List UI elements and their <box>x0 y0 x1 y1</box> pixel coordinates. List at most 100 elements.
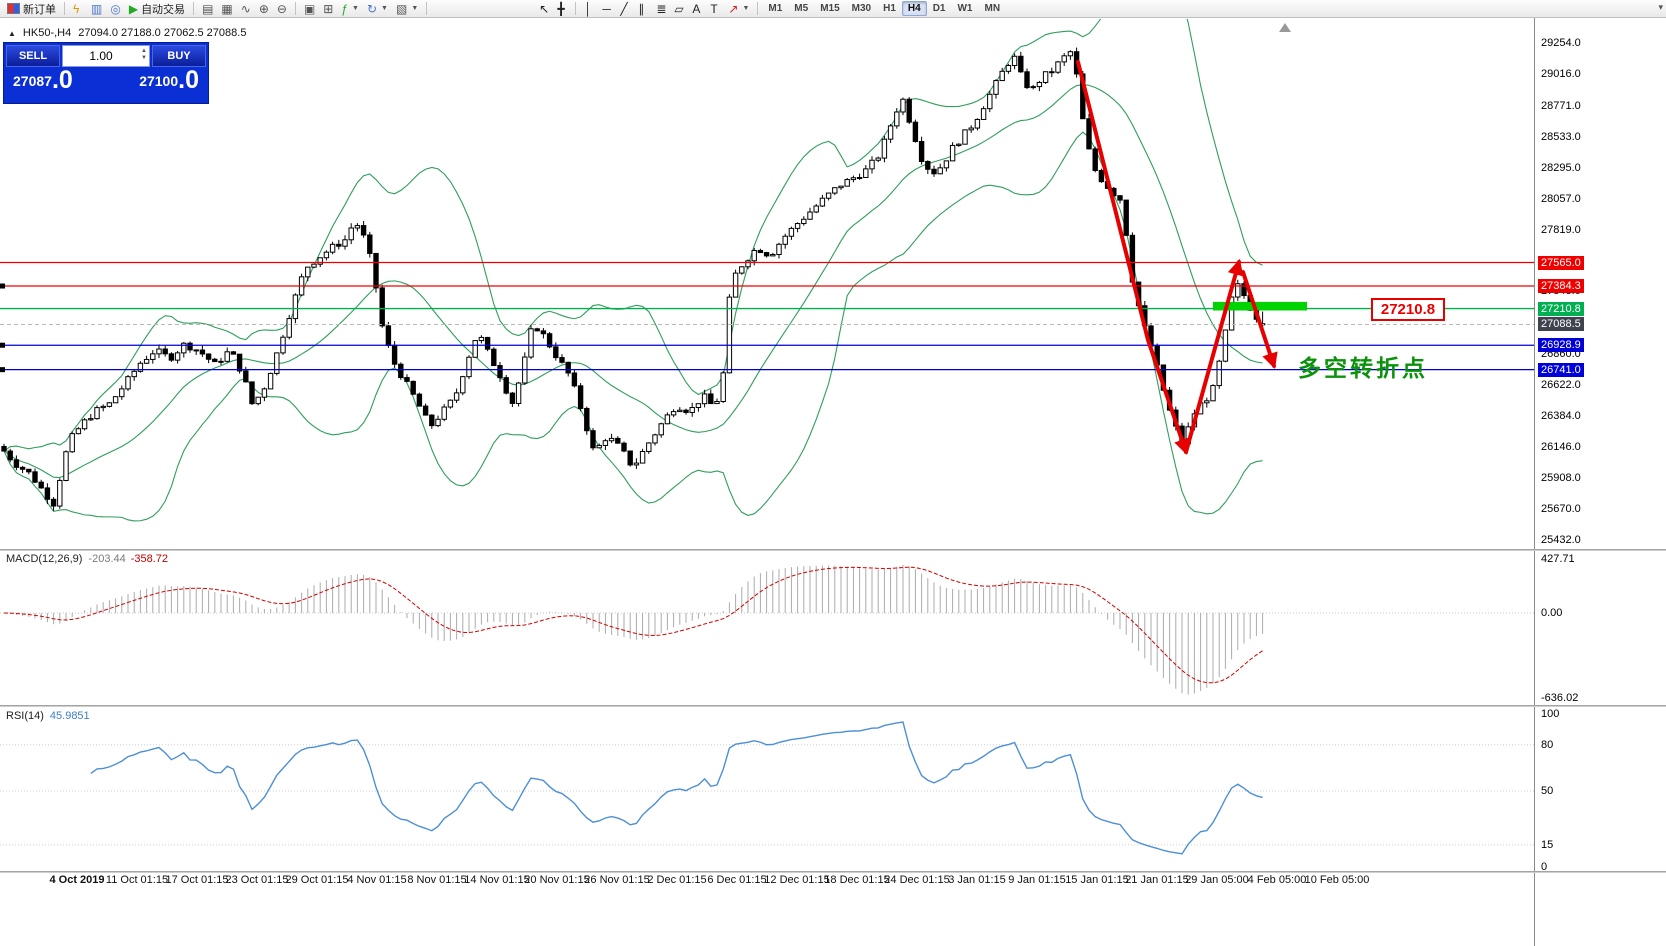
zoom-in-button[interactable]: ⊕ <box>255 1 273 17</box>
time-axis-label: 26 Nov 01:15 <box>584 874 650 886</box>
new-order-button[interactable]: 新订单 <box>3 1 60 17</box>
lightning-button[interactable]: ϟ <box>69 1 87 17</box>
indicators-dropdown-icon[interactable]: ▼ <box>352 5 359 12</box>
price-scale-label: 0 <box>1541 861 1548 873</box>
price-scale-label: 27819.0 <box>1541 223 1581 236</box>
time-axis-label: 29 Oct 01:15 <box>285 874 349 886</box>
timeframe-m5-button[interactable]: M5 <box>794 3 809 14</box>
text-label-button[interactable]: T <box>706 1 724 17</box>
time-axis-label: 20 Nov 01:15 <box>524 874 590 886</box>
auto-trading-label: 自动交易 <box>141 3 186 16</box>
price-scale-label: 26741.0 <box>1538 362 1584 377</box>
trendline-button[interactable]: ╱ <box>616 1 634 17</box>
data-window-button[interactable]: ◎ <box>106 1 124 17</box>
macd-label: MACD(12,26,9) -203.44 -358.72 <box>6 553 169 565</box>
price-scale-label: 27088.5 <box>1538 317 1584 332</box>
timeframe-w1-button[interactable]: W1 <box>957 3 973 14</box>
time-axis-label: 4 Oct 2019 <box>49 874 105 886</box>
arrows-button[interactable]: ↗ ▼ <box>724 1 753 17</box>
timeframe-h4-button[interactable]: H4 <box>901 1 927 16</box>
timeframe-mn-button[interactable]: MN <box>984 3 1001 14</box>
time-axis-label: 15 Jan 01:15 <box>1065 874 1129 886</box>
price-tag-27210[interactable]: 27210.8 <box>1371 298 1445 321</box>
candlestick-chart-button[interactable]: ▦ <box>217 1 236 17</box>
ohlc-values: 27094.0 27188.0 27062.5 27088.5 <box>78 27 247 39</box>
candles-layer <box>1 47 1266 511</box>
tile-windows-button[interactable]: ▣ <box>300 1 319 17</box>
toolbar-overflow-icon[interactable]: ▾ <box>1658 2 1663 12</box>
channel-button[interactable]: ∥ <box>634 1 652 17</box>
price-scale[interactable]: 29254.0 29016.0 28771.0 28533.0 28295.0 28057… <box>1534 18 1666 946</box>
timeframe-h1-button[interactable]: H1 <box>883 3 896 14</box>
periods-icon: ↻ <box>366 1 378 16</box>
bar-chart-icon: ▤ <box>202 1 214 16</box>
volume-input[interactable]: 1.00 ▲ ▼ <box>62 45 150 67</box>
trend-arrow[interactable] <box>1076 60 1190 456</box>
sell-button[interactable]: SELL <box>6 45 60 67</box>
rsi-splitter[interactable] <box>0 705 1666 707</box>
green-zone-rect[interactable] <box>1213 301 1307 311</box>
sell-price[interactable]: 27087 .0 <box>13 66 73 94</box>
arrows-dropdown-icon[interactable]: ▼ <box>742 5 750 12</box>
symbol-ohlc-line: ▲ HK50-,H4 27094.0 27188.0 27062.5 27088… <box>8 27 246 39</box>
toolbar-separator <box>294 2 296 15</box>
crosshair-icon: ╋ <box>557 1 565 16</box>
turning-point-note[interactable]: 多空转折点 <box>1298 355 1428 381</box>
auto-arrange-button[interactable]: ⊞ <box>319 1 337 17</box>
new-order-label: 新订单 <box>23 3 56 16</box>
trend-arrow[interactable] <box>1241 270 1278 370</box>
drawn-objects-layer[interactable] <box>1076 60 1307 456</box>
time-axis-label: 4 Nov 01:15 <box>347 874 407 886</box>
bar-chart-button[interactable]: ▤ <box>198 1 217 17</box>
price-scale-label: 29254.0 <box>1541 36 1581 49</box>
text-button[interactable]: A <box>688 1 706 17</box>
timeframe-m30-button[interactable]: M30 <box>851 3 872 14</box>
periods-button[interactable]: ↻ ▼ <box>363 1 392 17</box>
line-chart-button[interactable]: ∿ <box>237 1 255 17</box>
toolbar-separator <box>64 2 65 15</box>
main-chart-layer <box>0 19 1534 522</box>
templates-dropdown-icon[interactable]: ▼ <box>411 5 419 12</box>
buy-button[interactable]: BUY <box>152 45 206 67</box>
price-scale-label: 28057.0 <box>1541 192 1581 205</box>
timeframe-m15-button[interactable]: M15 <box>820 3 840 14</box>
timeframe-m1-button[interactable]: M1 <box>768 3 783 14</box>
one-click-toggle-icon[interactable]: ▲ <box>8 28 16 38</box>
time-axis-label: 17 Oct 01:15 <box>165 874 229 886</box>
time-axis-label: 4 Feb 05:00 <box>1247 874 1307 886</box>
text-icon: A <box>692 1 701 16</box>
price-scale-label: 26622.0 <box>1541 379 1581 392</box>
price-scale-label: 50 <box>1541 785 1554 797</box>
templates-button[interactable]: ▧ ▼ <box>392 1 422 17</box>
price-scale-label: 28295.0 <box>1541 161 1581 174</box>
shapes-button[interactable]: ▱ <box>670 1 688 17</box>
cursor-button[interactable]: ↖ <box>535 1 553 17</box>
price-scale-label: 25432.0 <box>1541 533 1581 546</box>
indicators-button[interactable]: ƒ ▼ <box>337 1 363 17</box>
toolbar-separator <box>757 2 759 15</box>
buy-price[interactable]: 27100 .0 <box>139 66 199 94</box>
time-axis-splitter[interactable] <box>0 871 1666 873</box>
fibonacci-button[interactable]: ≣ <box>652 1 670 17</box>
crosshair-button[interactable]: ╋ <box>553 1 571 17</box>
chart-shift-icon[interactable] <box>1279 23 1291 32</box>
trend-arrow[interactable] <box>1184 258 1244 454</box>
vertical-line-button[interactable]: │ <box>580 1 598 17</box>
periods-dropdown-icon[interactable]: ▼ <box>381 5 388 12</box>
macd-splitter[interactable] <box>0 549 1666 551</box>
time-axis-label: 21 Jan 01:15 <box>1125 874 1189 886</box>
auto-trading-button[interactable]: ▶ 自动交易 <box>125 1 189 17</box>
toolbar-separator <box>193 2 195 15</box>
time-axis-label: 8 Nov 01:15 <box>407 874 467 886</box>
market-watch-button[interactable]: ▥ <box>87 1 106 17</box>
price-scale-label: 26146.0 <box>1541 441 1581 453</box>
toolbar-separator <box>575 2 577 15</box>
timeframe-d1-button[interactable]: D1 <box>932 3 946 14</box>
price-scale-label: 0.00 <box>1541 607 1563 619</box>
horizontal-line-button[interactable]: ─ <box>598 1 616 17</box>
zoom-out-button[interactable]: ⊖ <box>273 1 291 17</box>
cursor-icon: ↖ <box>539 1 550 16</box>
volume-spinner[interactable]: ▲ ▼ <box>141 48 147 61</box>
